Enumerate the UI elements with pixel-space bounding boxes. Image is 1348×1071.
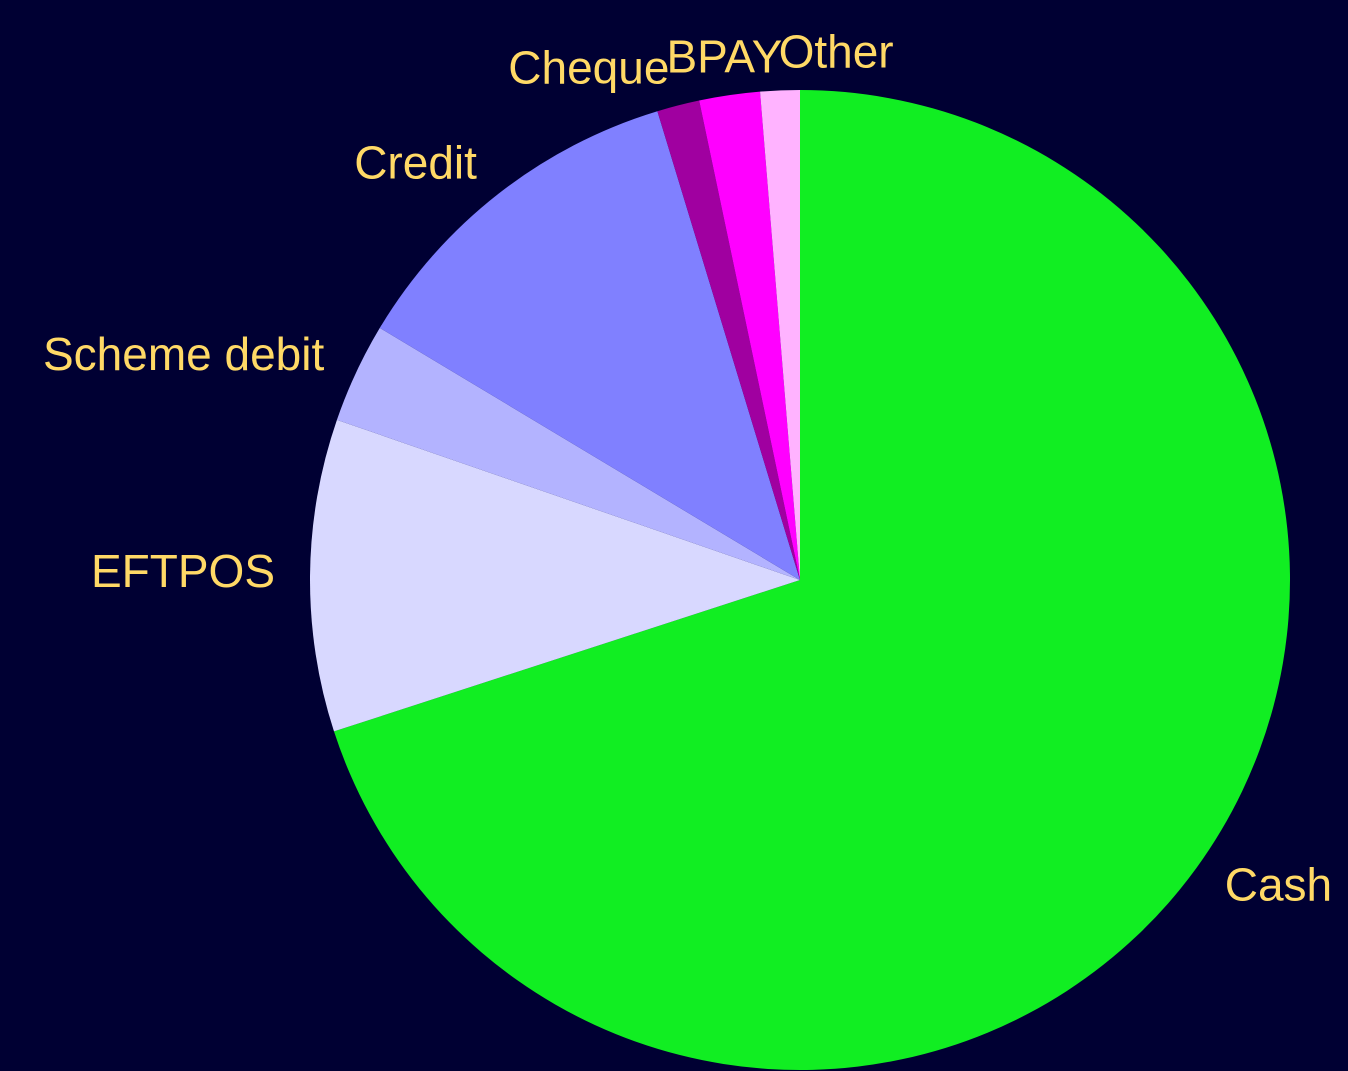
slice-label: Other bbox=[779, 26, 894, 78]
slice-label: Scheme debit bbox=[43, 328, 324, 380]
slice-label: Credit bbox=[354, 136, 477, 188]
pie-slice bbox=[309, 419, 800, 732]
slice-label: Cheque bbox=[508, 42, 669, 94]
pie-slice bbox=[379, 111, 800, 581]
slice-label: EFTPOS bbox=[91, 545, 275, 597]
pie-slice bbox=[333, 90, 1290, 1070]
pie-slice bbox=[760, 90, 800, 580]
pie-slice bbox=[657, 100, 800, 580]
slice-label: BPAY bbox=[666, 31, 782, 83]
pie-slice bbox=[699, 91, 800, 580]
pie-slice bbox=[336, 327, 800, 580]
slice-label: Cash bbox=[1225, 859, 1332, 911]
